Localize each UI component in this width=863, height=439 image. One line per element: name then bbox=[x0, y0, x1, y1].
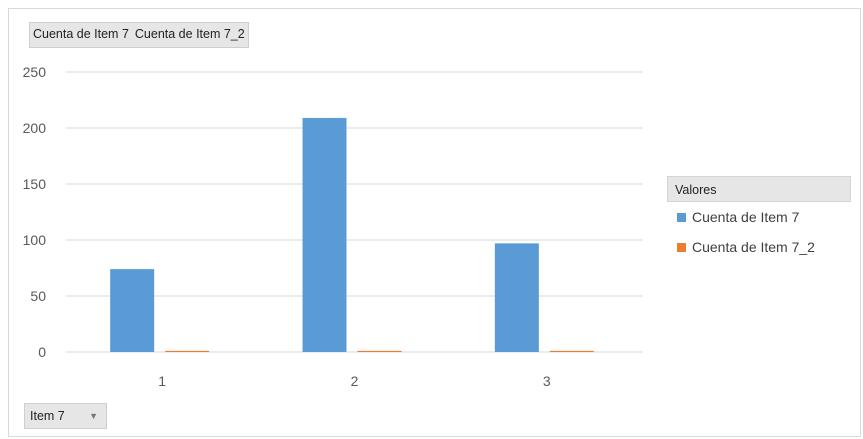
x-tick-label: 2 bbox=[351, 373, 359, 389]
y-tick-label: 150 bbox=[23, 176, 47, 192]
axis-field-label: Item 7 bbox=[30, 409, 65, 423]
bar-cuenta-item-7-2 bbox=[549, 350, 594, 352]
field-button-cuenta-item-7[interactable]: Cuenta de Item 7 bbox=[33, 27, 129, 41]
value-field-buttons: Cuenta de Item 7 Cuenta de Item 7_2 bbox=[29, 22, 249, 48]
dropdown-arrow-icon: ▼ bbox=[89, 411, 98, 421]
legend-item-cuenta-item-7-2[interactable]: Cuenta de Item 7_2 bbox=[667, 232, 851, 262]
bar-cuenta-item-7 bbox=[494, 243, 539, 352]
legend-item-cuenta-item-7[interactable]: Cuenta de Item 7 bbox=[667, 202, 851, 232]
axis-field-button[interactable]: Item 7 ▼ bbox=[24, 403, 107, 429]
y-tick-label: 250 bbox=[23, 64, 47, 80]
bar-cuenta-item-7 bbox=[110, 269, 155, 352]
legend-title: Valores bbox=[667, 176, 851, 202]
legend-label: Cuenta de Item 7 bbox=[692, 209, 800, 225]
y-tick-label: 50 bbox=[30, 288, 46, 304]
y-tick-label: 0 bbox=[38, 344, 46, 360]
legend-swatch-orange bbox=[677, 242, 686, 252]
bar-cuenta-item-7-2 bbox=[357, 350, 402, 352]
x-tick-label: 3 bbox=[543, 373, 551, 389]
field-button-cuenta-item-7-2[interactable]: Cuenta de Item 7_2 bbox=[134, 27, 245, 41]
chart-frame bbox=[8, 8, 861, 437]
bar-cuenta-item-7 bbox=[302, 117, 347, 352]
legend-label: Cuenta de Item 7_2 bbox=[692, 239, 815, 255]
bar-cuenta-item-7-2 bbox=[165, 350, 210, 352]
legend: Valores Cuenta de Item 7 Cuenta de Item … bbox=[667, 176, 851, 262]
legend-swatch-blue bbox=[677, 212, 686, 222]
x-tick-label: 1 bbox=[158, 373, 166, 389]
y-tick-label: 100 bbox=[23, 232, 47, 248]
y-tick-label: 200 bbox=[23, 120, 47, 136]
